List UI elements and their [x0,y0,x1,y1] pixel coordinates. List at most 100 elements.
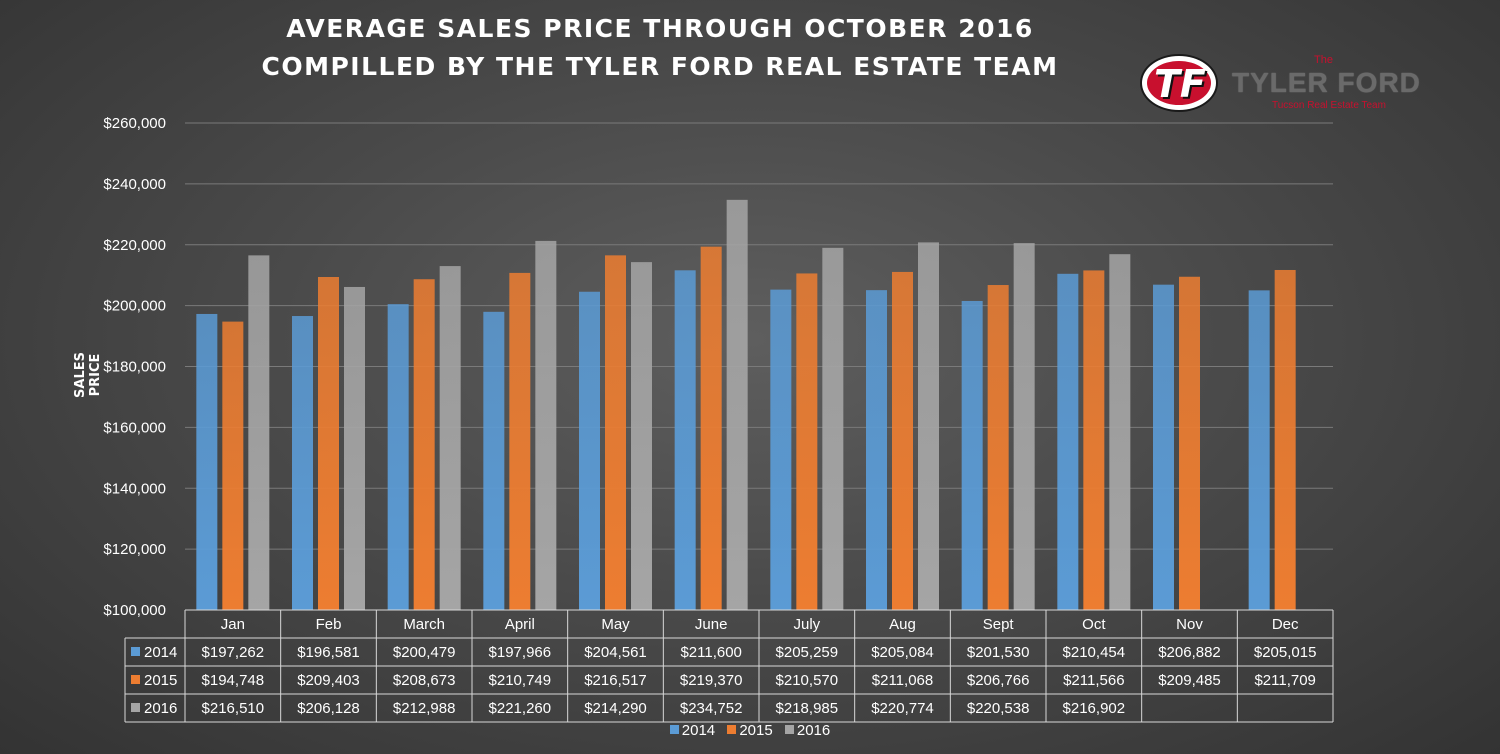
table-cell: $206,766 [967,672,1030,689]
table-cell: $196,581 [297,644,360,661]
table-cell: $216,902 [1063,700,1126,717]
y-tick-label: $100,000 [103,602,166,619]
x-tick-label: April [505,616,535,633]
chart-title: AVERAGE SALES PRICE THROUGH OCTOBER 2016 [286,14,1034,43]
chart-subtitle: COMPILLED BY THE TYLER FORD REAL ESTATE … [261,52,1059,81]
bar-2015-oct [1083,270,1105,610]
table-cell: $211,709 [1254,672,1315,689]
table-cell: $205,084 [871,644,934,661]
table-cell: $200,479 [393,644,456,661]
table-series-label: 2016 [144,700,177,717]
y-tick-label: $220,000 [103,237,166,254]
x-tick-label: Sept [983,616,1015,633]
bar-2014-march [387,304,409,610]
bar-2016-sept [1013,243,1035,610]
bar-2015-feb [318,277,339,610]
x-tick-label: Dec [1272,616,1299,633]
bar-2015-may [605,255,626,610]
table-cell: $218,985 [776,700,839,717]
bar-2014-oct [1057,273,1079,610]
x-tick-label: March [403,616,445,633]
bar-2014-may [579,291,600,610]
bar-2015-sept [987,285,1009,610]
table-cell: $206,882 [1158,644,1221,661]
bar-2015-june [700,246,722,611]
legend-key-2016 [131,703,140,712]
bar-2016-aug [918,242,939,610]
bar-2014-nov [1153,284,1174,610]
bar-2016-may [631,262,652,610]
x-tick-label: May [601,616,630,633]
y-tick-label: $200,000 [103,298,166,315]
table-cell: $210,570 [776,672,839,689]
bar-2016-june [726,199,748,610]
bar-2016-april [535,240,557,611]
table-cell: $234,752 [680,700,743,717]
y-tick-label: $140,000 [103,480,166,497]
table-cell: $205,015 [1254,644,1317,661]
y-tick-label: $180,000 [103,359,166,376]
bar-2015-nov [1179,276,1200,610]
bar-2014-july [770,289,792,610]
table-cell: $214,290 [584,700,647,717]
x-tick-label: Oct [1082,616,1106,633]
x-tick-label: Feb [316,616,342,633]
bar-2015-july [796,273,818,610]
bar-2015-march [413,279,435,610]
table-cell: $201,530 [967,644,1030,661]
bar-2014-sept [961,300,983,610]
table-cell: $205,259 [776,644,839,661]
table-series-label: 2014 [144,644,177,661]
bar-2016-july [822,247,844,610]
table-cell: $211,566 [1063,672,1124,689]
table-cell: $208,673 [393,672,456,689]
bar-2015-aug [892,271,913,610]
chart-legend: 2014 2015 2016 [0,722,1500,739]
x-tick-label: Jan [221,616,245,633]
y-tick-label: $240,000 [103,176,166,193]
logo-badge-text: TF [1154,62,1206,106]
legend-item-2016: 2016 [784,722,830,739]
bar-2016-oct [1109,254,1131,610]
bar-2015-april [509,272,531,610]
table-cell: $206,128 [297,700,360,717]
table-cell: $209,485 [1158,672,1221,689]
table-cell: $194,748 [202,672,265,689]
table-cell: $204,561 [584,644,647,661]
table-cell: $210,454 [1063,644,1126,661]
table-cell: $211,600 [680,644,741,661]
bar-2015-jan [222,321,244,610]
table-cell: $197,262 [202,644,265,661]
table-cell: $216,517 [584,672,647,689]
legend-item-2015: 2015 [727,722,773,739]
logo-subtitle: Tucson Real Estate Team [1272,100,1386,111]
x-tick-label: July [793,616,820,633]
table-cell: $216,510 [202,700,265,717]
legend-key-2015 [131,675,140,684]
table-cell: $220,774 [871,700,934,717]
bar-2016-jan [248,255,270,610]
bar-2014-dec [1248,290,1270,610]
x-tick-label: Aug [889,616,916,633]
bar-2016-march [439,266,461,610]
table-cell: $220,538 [967,700,1030,717]
table-cell: $197,966 [489,644,552,661]
table-cell: $211,068 [872,672,933,689]
y-tick-label: $260,000 [103,115,166,132]
logo-name: TYLER FORD [1232,67,1421,98]
tyler-ford-logo: TF The TYLER FORD Tucson Real Estate Tea… [1140,54,1430,114]
table-series-label: 2015 [144,672,177,689]
bar-2014-aug [866,290,887,610]
x-tick-label: Nov [1176,616,1203,633]
table-cell: $221,260 [489,700,552,717]
table-cell: $219,370 [680,672,743,689]
bar-2014-feb [292,316,313,610]
legend-key-2014 [131,647,140,656]
bar-2014-jan [196,313,218,610]
bar-2014-april [483,311,505,610]
bar-2016-feb [344,286,365,610]
bar-2015-dec [1274,269,1296,610]
table-cell: $209,403 [297,672,360,689]
x-tick-label: June [695,616,728,633]
